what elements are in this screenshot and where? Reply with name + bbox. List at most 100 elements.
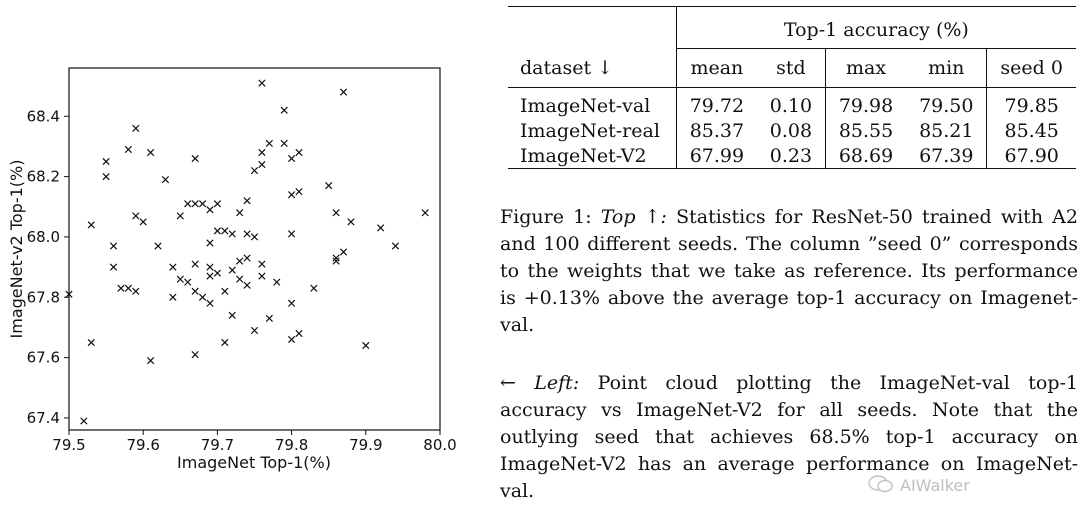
data-point (421, 209, 429, 217)
y-axis-label: ImageNet-v2 Top-1(%) (7, 160, 26, 339)
table-cell: 79.72 (675, 87, 758, 118)
data-point (273, 278, 281, 286)
caption-prefix: Figure 1: (500, 206, 601, 228)
data-point (332, 257, 340, 265)
y-tick-label: 68.0 (27, 228, 60, 246)
table-cell: 67.99 (675, 143, 758, 169)
data-point (198, 293, 207, 301)
table-cell: 85.45 (986, 118, 1076, 143)
data-point (184, 278, 192, 286)
figure-caption-top: Figure 1: Top ↑: Statistics for ResNet-5… (500, 204, 1078, 339)
x-axis-label: ImageNet Top-1(%) (177, 453, 331, 472)
y-tick-label: 67.8 (27, 288, 60, 306)
group-header: Top-1 accuracy (%) (675, 6, 1076, 49)
data-point (236, 275, 244, 283)
data-point (176, 212, 184, 220)
data-point (191, 200, 199, 208)
data-point (117, 284, 125, 292)
column-header: max (824, 48, 907, 88)
table-cell: ImageNet-val (520, 94, 651, 117)
data-point (191, 350, 199, 359)
data-point (325, 182, 333, 190)
data-point (161, 175, 170, 184)
column-header: std (757, 48, 826, 88)
data-point (258, 160, 266, 169)
data-point (287, 191, 296, 199)
data-point (176, 275, 184, 283)
caption-top-text: Statistics for ResNet-50 trained with A2… (500, 206, 1078, 336)
data-point (243, 254, 251, 262)
data-point (184, 200, 192, 208)
data-point (332, 209, 340, 217)
caption-left-label: ← Left: (500, 372, 580, 394)
column-header: dataset ↓ (508, 48, 677, 88)
data-point (124, 145, 132, 154)
x-tick-label: 79.6 (126, 436, 159, 454)
table-row: ImageNet-real 85.37 0.08 85.55 85.21 85.… (508, 118, 1076, 143)
caption-left-text: Point cloud plotting the ImageNet-val to… (500, 372, 1078, 502)
data-point (206, 206, 214, 214)
scatter-plot: 79.5 79.6 79.7 79.8 79.9 80.0 67.4 67.6 67.8 68.… (7, 67, 457, 472)
data-point (213, 227, 222, 235)
data-point (295, 148, 303, 157)
y-tick-label: 67.6 (27, 349, 60, 367)
column-header: mean (675, 48, 758, 88)
data-point (287, 299, 296, 307)
data-point (295, 329, 303, 338)
y-tick-label: 68.4 (27, 107, 60, 125)
data-point (132, 287, 140, 295)
data-point (109, 242, 118, 250)
data-point (250, 233, 259, 241)
data-point (377, 224, 385, 232)
data-point (80, 417, 88, 425)
data-point (250, 166, 259, 175)
data-point (206, 263, 214, 271)
table-header-row: dataset ↓ mean std max min seed 0 (508, 48, 1076, 88)
table-row: ImageNet-val 79.72 0.10 79.98 79.50 79.8… (508, 87, 1076, 118)
data-point (198, 200, 207, 208)
data-point (65, 290, 73, 298)
table-cell: 79.50 (919, 94, 974, 117)
table-cell: 79.98 (824, 87, 907, 118)
data-point (146, 148, 155, 157)
data-point (332, 254, 340, 262)
x-tick-label: 79.8 (275, 436, 308, 454)
data-point (295, 188, 303, 196)
data-point (347, 218, 355, 226)
table-cell: 79.85 (986, 87, 1076, 118)
data-point (213, 200, 222, 208)
column-header: seed 0 (986, 48, 1076, 88)
data-point (258, 148, 266, 157)
data-point (109, 263, 118, 271)
data-point (287, 335, 296, 344)
data-point (236, 209, 244, 217)
table-cell: 0.23 (757, 143, 826, 169)
data-point (132, 124, 140, 132)
data-point (391, 242, 400, 250)
wechat-icon (868, 475, 893, 493)
data-point (228, 230, 236, 238)
data-point (221, 287, 229, 295)
x-tick-label: 79.5 (52, 436, 85, 454)
data-point (146, 356, 155, 365)
y-axis-ticks: 67.4 67.6 67.8 68.0 68.2 68.4 (27, 107, 69, 427)
table-cell: 67.39 (906, 143, 987, 169)
x-tick-label: 79.7 (201, 436, 234, 454)
y-tick-label: 68.2 (27, 168, 60, 186)
data-point (169, 263, 177, 271)
data-point (287, 154, 296, 163)
y-tick-label: 67.4 (27, 409, 60, 427)
data-point (310, 284, 318, 292)
data-point (362, 341, 370, 350)
table-cell: 85.55 (824, 118, 907, 143)
data-point (287, 230, 296, 238)
data-point (265, 139, 273, 148)
table-row: ImageNet-V2 67.99 0.23 68.69 67.39 67.90 (508, 143, 1076, 169)
caption-top-label: Top ↑: (600, 206, 667, 228)
data-point (191, 154, 199, 163)
table-cell: 67.90 (986, 143, 1076, 169)
data-point (228, 311, 236, 319)
table-cell: 85.37 (675, 118, 758, 143)
data-point (206, 272, 214, 280)
data-point (206, 299, 214, 307)
